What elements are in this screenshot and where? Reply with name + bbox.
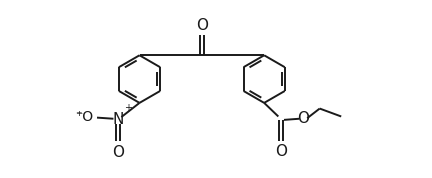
Text: +: +	[124, 103, 132, 113]
Text: N: N	[112, 112, 124, 127]
Text: O: O	[297, 111, 309, 126]
Text: O: O	[275, 144, 287, 159]
Text: O: O	[196, 18, 208, 33]
Text: ⁺O: ⁺O	[75, 110, 93, 124]
Text: ⁻: ⁻	[75, 109, 82, 122]
Text: O: O	[112, 145, 124, 160]
